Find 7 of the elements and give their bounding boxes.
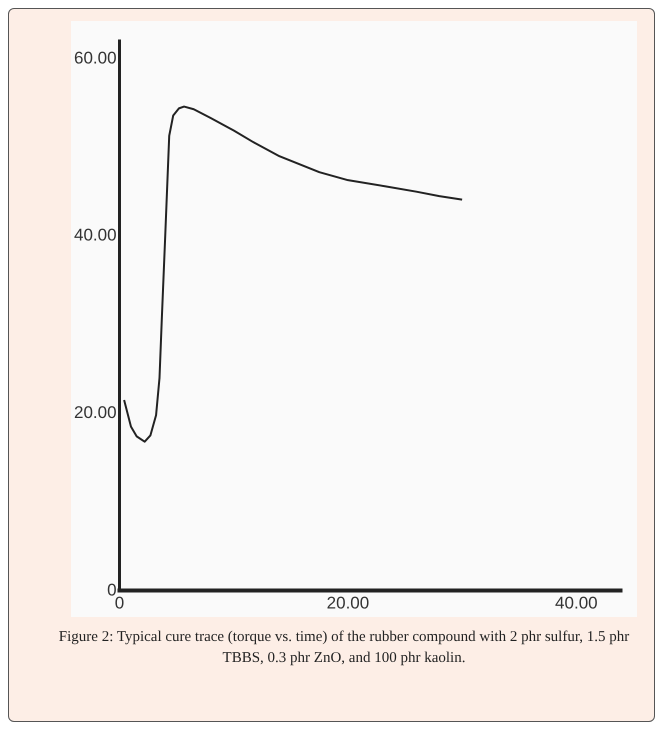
x-tick-label: 40.00 [555, 593, 598, 612]
y-tick-label: 0 [107, 580, 117, 600]
y-tick-label: 40.00 [74, 226, 117, 245]
x-tick-label: 20.00 [326, 593, 370, 612]
y-tick-label: 60.00 [74, 48, 117, 68]
caption: Figure 2: Typical cure trace (torque vs. time) of the rubber compound with 2 phr sulfur, 1.5 phr TBBS, 0.3 phr ZnO, and 100 phr kaolin. [58, 628, 630, 668]
y-tick-label: 20.00 [74, 402, 117, 422]
